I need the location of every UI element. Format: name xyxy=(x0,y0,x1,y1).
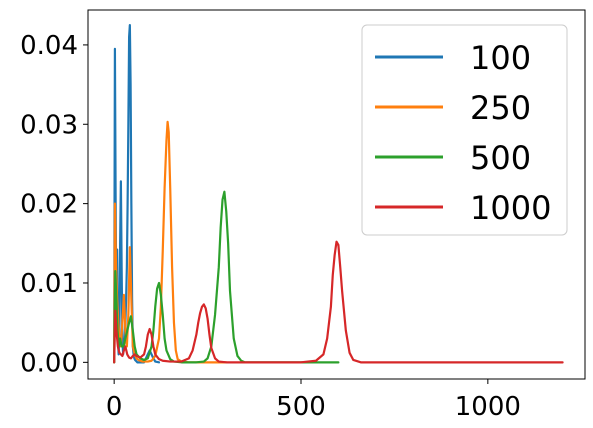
series-layer xyxy=(113,23,564,364)
x-tick-label: 0 xyxy=(106,392,123,422)
legend-label-1000: 1000 xyxy=(470,189,551,227)
y-axis: 0.00 0.01 0.02 0.03 0.04 xyxy=(20,31,88,378)
y-tick-label: 0.04 xyxy=(20,31,78,61)
y-tick-label: 0.01 xyxy=(20,269,78,299)
y-tick-label: 0.00 xyxy=(20,348,78,378)
legend-label-250: 250 xyxy=(470,89,531,127)
x-tick-label: 500 xyxy=(276,392,326,422)
x-axis: 0 500 1000 xyxy=(106,379,521,422)
plot-area-frame xyxy=(87,9,586,380)
series-line-250 xyxy=(113,120,228,364)
x-tick-label: 1000 xyxy=(455,392,521,422)
series-line-500 xyxy=(113,190,340,364)
series-line-1000 xyxy=(113,240,564,364)
legend: 100 250 500 1000 xyxy=(361,24,568,236)
y-tick-label: 0.03 xyxy=(20,110,78,140)
legend-frame xyxy=(361,24,568,236)
y-tick-label: 0.02 xyxy=(20,190,78,220)
legend-label-500: 500 xyxy=(470,139,531,177)
legend-label-100: 100 xyxy=(470,39,531,77)
